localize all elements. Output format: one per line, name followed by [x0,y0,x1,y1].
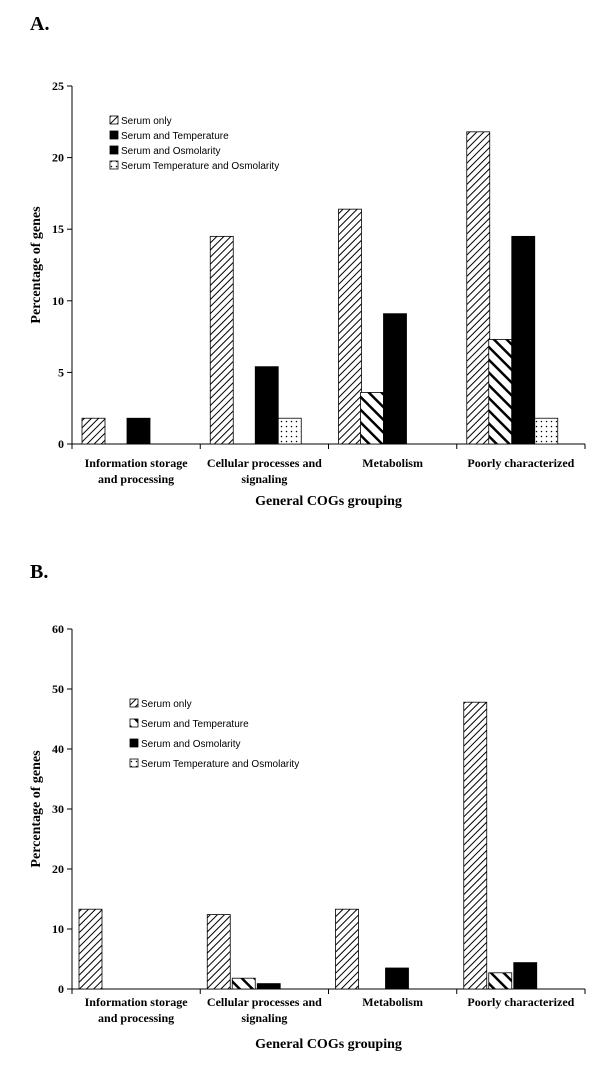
panel-b-bar-serum-only [335,908,359,990]
panel-a-bar-serum-and-osmolarity [126,417,151,445]
panel-a-legend-swatch [109,145,119,155]
panel-a-y-tick-label: 20 [52,151,64,165]
panel-b-y-tick-label: 20 [52,862,64,876]
panel-a-y-tick-label: 15 [52,222,64,236]
panel-a-legend-label: Serum only [121,116,172,127]
panel-a-bar-serum-and-osmolarity [511,235,536,445]
panel-b-bar-serum-and-temperature [231,977,256,990]
panel-b-legend-label: Serum Temperature and Osmolarity [141,759,299,770]
panel-b-bar-serum-and-osmolarity [385,967,409,990]
panel-a-bar-serum-and-temperature [488,339,513,445]
panel-b-legend-label: Serum and Temperature [141,719,249,730]
panel-a-category-label: Information storage [85,456,189,470]
panel-a-category-label: signaling [241,472,287,486]
panel-a-bar-serum-and-osmolarity [383,313,407,445]
panel-b-legend-label: Serum only [141,699,192,710]
panel-a-bar-serum-only [81,417,106,445]
panel-b-category-label: Information storage [85,995,189,1009]
panel-b-legend-swatch [129,738,139,748]
panel-b-y-tick-label: 10 [52,922,64,936]
panel-b-bar-serum-only [463,701,488,990]
panel-a-legend-label: Serum and Temperature [121,131,229,142]
panel-b-legend-label: Serum and Osmolarity [141,739,240,750]
panel-b-bar-serum-only [206,914,231,990]
panel-b-legend-swatch [129,718,139,728]
panel-b-bar-serum-and-temperature [488,972,513,990]
panel-b-legend-swatch [129,698,139,708]
panel-a-category-label: Metabolism [362,456,423,470]
panel-a-legend-swatch [109,115,119,125]
panel-b-y-tick-label: 30 [52,802,64,816]
panel-a-legend-swatch [109,160,119,170]
panel-b-bar-serum-and-osmolarity [513,962,538,990]
panel-b-x-axis-title: General COGs grouping [255,1037,402,1052]
panel-a-chart: A. 0 5 10 15 20 25 Information storage and proce… [29,13,586,509]
panel-a-legend-label: Serum and Osmolarity [121,146,220,157]
panel-a-bar-serum-and-osmolarity [254,366,279,445]
panel-a-category-label: Cellular processes and [207,456,322,470]
panel-b-bar-serum-only [78,908,103,990]
panel-b-legend-swatch [129,758,139,768]
panel-a-bar-serum-only [466,131,491,445]
panel-a-y-tick-label: 25 [52,79,64,93]
panel-b-y-tick-label: 50 [52,682,64,696]
panel-a-bar-serum-temperature-and-osmolarity [277,417,302,445]
panel-a-bar-serum-temperature-and-osmolarity [534,417,559,445]
panel-a-x-axis-title: General COGs grouping [255,494,402,509]
panel-a-bar-serum-only [338,208,362,445]
panel-b-label: B. [30,561,48,583]
panel-a-label: A. [30,13,49,35]
panel-a-category-label: Poorly characterized [467,456,574,470]
panel-b-category-label: Cellular processes and [207,995,322,1009]
panel-a-legend-swatch [109,130,119,140]
panel-b-y-tick-label: 40 [52,742,64,756]
panel-b-category-label: Metabolism [362,995,423,1009]
panel-a-y-tick-label: 0 [58,437,64,451]
panel-a-y-axis-title: Percentage of genes [29,206,44,324]
panel-b-category-label: Poorly characterized [467,995,574,1009]
panel-b-y-tick-label: 0 [58,982,64,996]
panel-a-y-tick-label: 10 [52,294,64,308]
panel-b-category-label: and processing [98,1011,174,1025]
panel-b-category-label: signaling [241,1011,287,1025]
panel-b-y-tick-label: 60 [52,622,64,636]
panel-a-category-label: and processing [98,472,174,486]
panel-b-chart: B. 0 10 20 30 40 50 60 Information storage and pr… [29,561,586,1052]
panel-a-y-tick-label: 5 [58,365,64,379]
panel-a-bar-serum-and-temperature [360,392,384,445]
panel-a-legend-label: Serum Temperature and Osmolarity [121,161,279,172]
panel-b-bar-serum-and-osmolarity [256,983,281,990]
panel-b-y-axis-title: Percentage of genes [29,750,44,868]
panel-a-bar-serum-only [209,235,234,445]
